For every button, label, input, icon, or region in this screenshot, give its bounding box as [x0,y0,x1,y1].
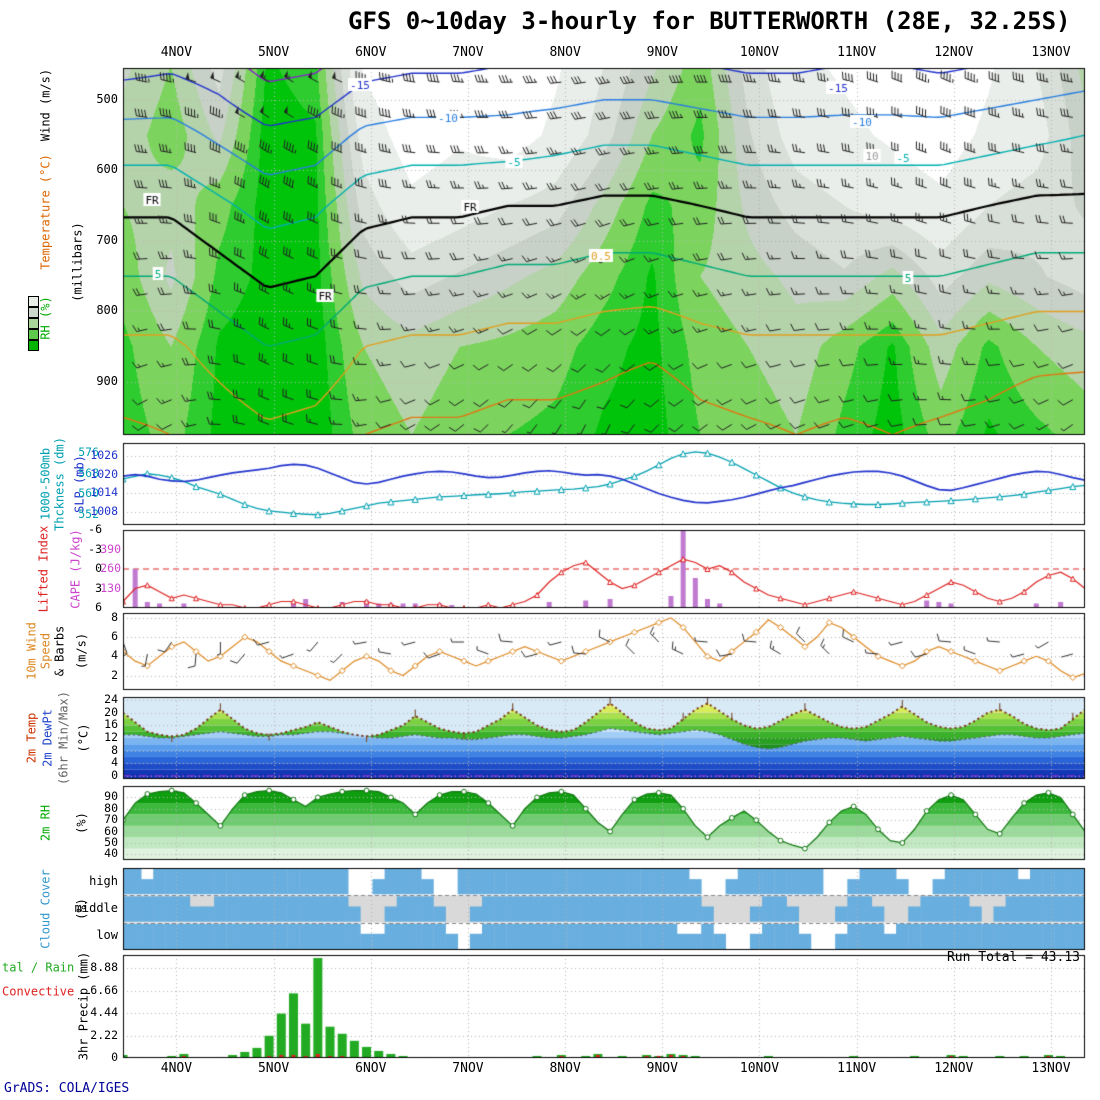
day-label-bottom: 8NOV [549,1061,581,1076]
tick-label: 700 [96,232,118,247]
day-label-top: 13NOV [1031,45,1071,60]
tick-label: 0 [111,1050,118,1064]
day-label-bottom: 11NOV [837,1061,877,1076]
rh-colorbar-cell [28,329,39,340]
tick-label: 16 [104,717,118,732]
panel-label: 2m RH [38,804,53,842]
tick-label: 70 [104,812,118,827]
tick-label: 24 [104,692,118,707]
tick-label: 900 [96,374,118,389]
rh-colorbar-cell [28,318,39,329]
tick-label: 576 [78,445,99,460]
day-label-bottom: 12NOV [934,1061,974,1076]
tick-label: 1026 [90,447,118,462]
tick-label: 4 [111,755,118,770]
day-label-bottom: 13NOV [1031,1061,1071,1076]
tick-label: 552 [78,506,99,521]
tick-label: 130 [100,580,121,595]
tick-label: 260 [100,561,121,575]
run-total-label: Run Total = 43.13 [946,950,1080,965]
tick-label: 4 [111,648,118,663]
tick-label: 0 [95,561,102,575]
tick-label: 2 [111,667,118,682]
tick-label: 6 [95,600,102,614]
tick-label: 90 [104,789,118,804]
day-label-top: 6NOV [355,45,387,60]
tick-label: 8 [111,742,118,757]
day-label-bottom: 9NOV [646,1061,678,1076]
panel-label: Speed [38,632,53,670]
tick-label: 0 [111,767,118,782]
day-label-top: 9NOV [646,45,678,60]
day-label-top: 5NOV [257,45,290,60]
tick-label: 1020 [90,466,118,481]
tick-label: 3 [95,580,102,595]
tick-label: 8 [111,609,118,624]
rh-colorbar-cell [28,307,39,318]
tick-label: 20 [104,704,118,719]
panel-label: 10m Wind [24,622,39,680]
tick-label: 4.44 [90,1005,118,1020]
day-label-bottom: 4NOV [160,1061,193,1076]
day-label-top: 4NOV [160,45,193,60]
day-label-bottom: 7NOV [452,1061,484,1076]
tick-label: 568 [78,465,99,480]
rh-colorbar-cell [28,340,39,351]
tick-label: 390 [100,541,121,556]
tick-label: 80 [104,800,118,815]
tick-label: 1014 [90,485,118,500]
panel-label: Wind (m/s) [38,68,53,142]
panel-label: Cloud Cover [38,869,53,949]
tick-label: 560 [78,486,99,501]
tick-label: -3 [88,541,102,556]
tick-label: 8.88 [90,960,118,975]
panel-label: 2m DewPt [40,709,55,767]
day-label-top: 12NOV [934,45,974,60]
panel-label: SLP (mb) [72,455,87,513]
tick-label: 6 [111,629,118,644]
tick-label: 50 [104,834,118,849]
panel-label: 2m Temp [24,712,39,764]
day-label-top: 10NOV [739,45,780,60]
tick-label: 800 [96,303,118,318]
cloud-row-label: high [89,873,118,888]
panel-label: Convective [2,984,75,999]
tick-label: 600 [96,162,118,177]
tick-label: 40 [104,846,118,861]
tick-label: 500 [96,91,118,106]
cloud-row-label: middle [74,901,118,915]
rh-colorbar-cell [28,296,39,307]
tick-label: -6 [88,522,102,536]
tick-label: 60 [104,823,118,838]
panel-label: Temperature (°C) [38,154,53,270]
day-label-top: 7NOV [452,45,484,60]
tick-label: 2.22 [90,1027,118,1042]
day-label-top: 11NOV [837,45,877,60]
cloud-row-label: low [96,928,118,943]
panel-label: RH (%) [38,296,53,340]
day-label-top: 8NOV [549,45,581,60]
day-label-bottom: 5NOV [257,1061,290,1076]
day-label-bottom: 10NOV [739,1061,780,1076]
day-label-bottom: 6NOV [355,1061,387,1076]
tick-label: 12 [104,730,118,744]
tick-label: 6.66 [90,982,118,997]
tick-label: 1008 [90,504,118,519]
grads-credit: GrADS: COLA/IGES [4,1081,130,1096]
chart-title: GFS 0~10day 3-hourly for BUTTERWORTH (28… [348,7,1071,35]
panel-label: tal / Rain [2,960,75,975]
